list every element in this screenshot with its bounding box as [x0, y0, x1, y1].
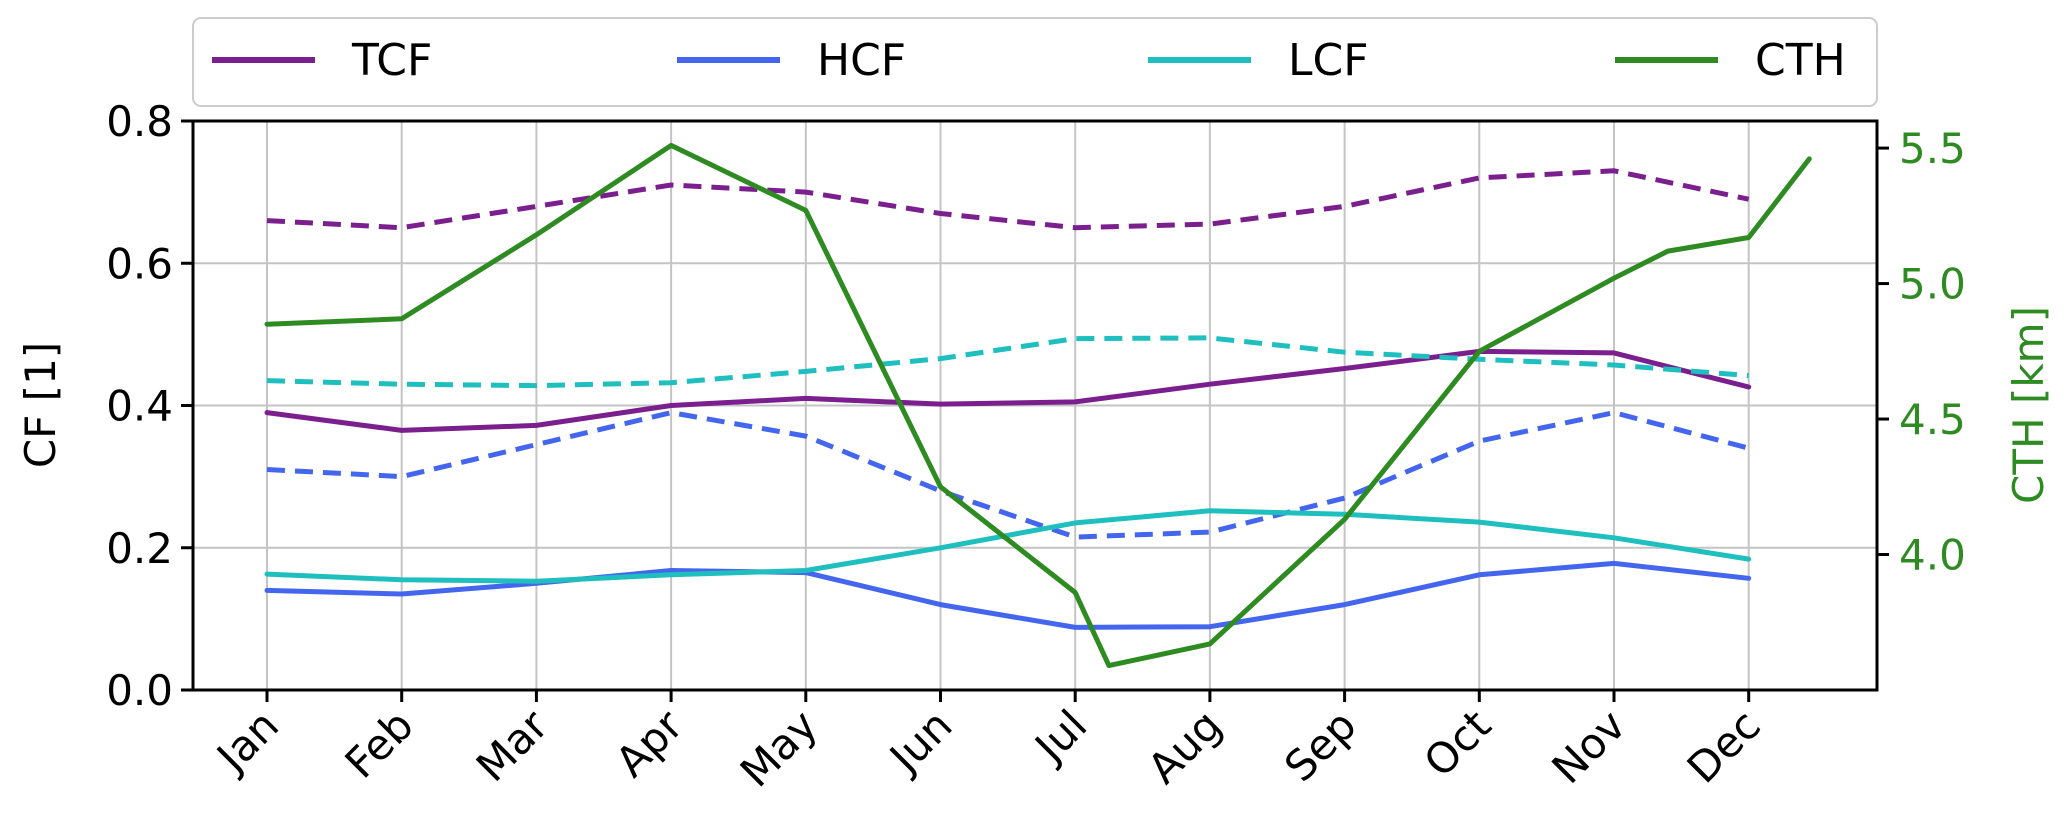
left-tick-label: 0.4	[106, 382, 173, 431]
y-axis-label-left: CF [1]	[16, 342, 65, 468]
left-tick-label: 0.2	[106, 524, 173, 573]
series-line-hcf-solid	[264, 560, 1752, 630]
series-layer	[264, 142, 1812, 669]
grid	[193, 120, 1877, 691]
x-tick-label: Jul	[1024, 700, 1097, 773]
x-tick-label: Sep	[1275, 700, 1366, 791]
x-tick-label: Dec	[1678, 700, 1770, 792]
legend-label-tcf: TCF	[351, 35, 432, 86]
series-line-tcf-solid	[264, 348, 1752, 433]
right-tick-label: 5.0	[1899, 260, 1966, 309]
x-axis: Jan Feb Mar Apr May Jun Jul Aug Sep Oct Nov Dec	[206, 690, 1770, 796]
x-tick-label: May	[731, 700, 827, 796]
x-tick-label: Aug	[1138, 700, 1231, 793]
x-tick-label: Jun	[878, 700, 961, 783]
legend: TCF HCF LCF CTH	[192, 17, 1878, 107]
x-tick-label: Apr	[606, 700, 693, 787]
right-tick-label: 4.5	[1899, 395, 1966, 444]
x-tick-label: Feb	[336, 700, 423, 787]
right-tick-label: 4.0	[1899, 531, 1966, 580]
left-tick-label: 0.0	[106, 666, 173, 715]
series-line-lcf-solid	[264, 508, 1752, 584]
y-axis-label-right: CTH [km]	[2004, 306, 2053, 504]
x-tick-label: Nov	[1542, 700, 1635, 793]
left-tick-label: 0.8	[106, 97, 173, 146]
x-tick-label: Oct	[1414, 700, 1500, 786]
right-axis: 4.0 4.5 5.0 5.5	[1877, 124, 1966, 580]
series-line-hcf-dashed	[266, 410, 1750, 540]
x-tick-label: Jan	[206, 700, 289, 783]
series-line-cth-solid	[264, 142, 1812, 669]
series-line-tcf-dashed	[266, 168, 1750, 231]
legend-label-hcf: HCF	[817, 35, 906, 86]
left-tick-label: 0.6	[106, 239, 173, 288]
legend-frame	[192, 17, 1878, 107]
right-tick-label: 5.5	[1899, 124, 1966, 173]
legend-label-cth: CTH	[1755, 35, 1846, 86]
series-line-lcf-dashed	[266, 335, 1749, 389]
x-tick-label: Mar	[467, 700, 558, 791]
legend-label-lcf: LCF	[1288, 35, 1369, 86]
left-axis: 0.0 0.2 0.4 0.6 0.8	[106, 97, 193, 715]
